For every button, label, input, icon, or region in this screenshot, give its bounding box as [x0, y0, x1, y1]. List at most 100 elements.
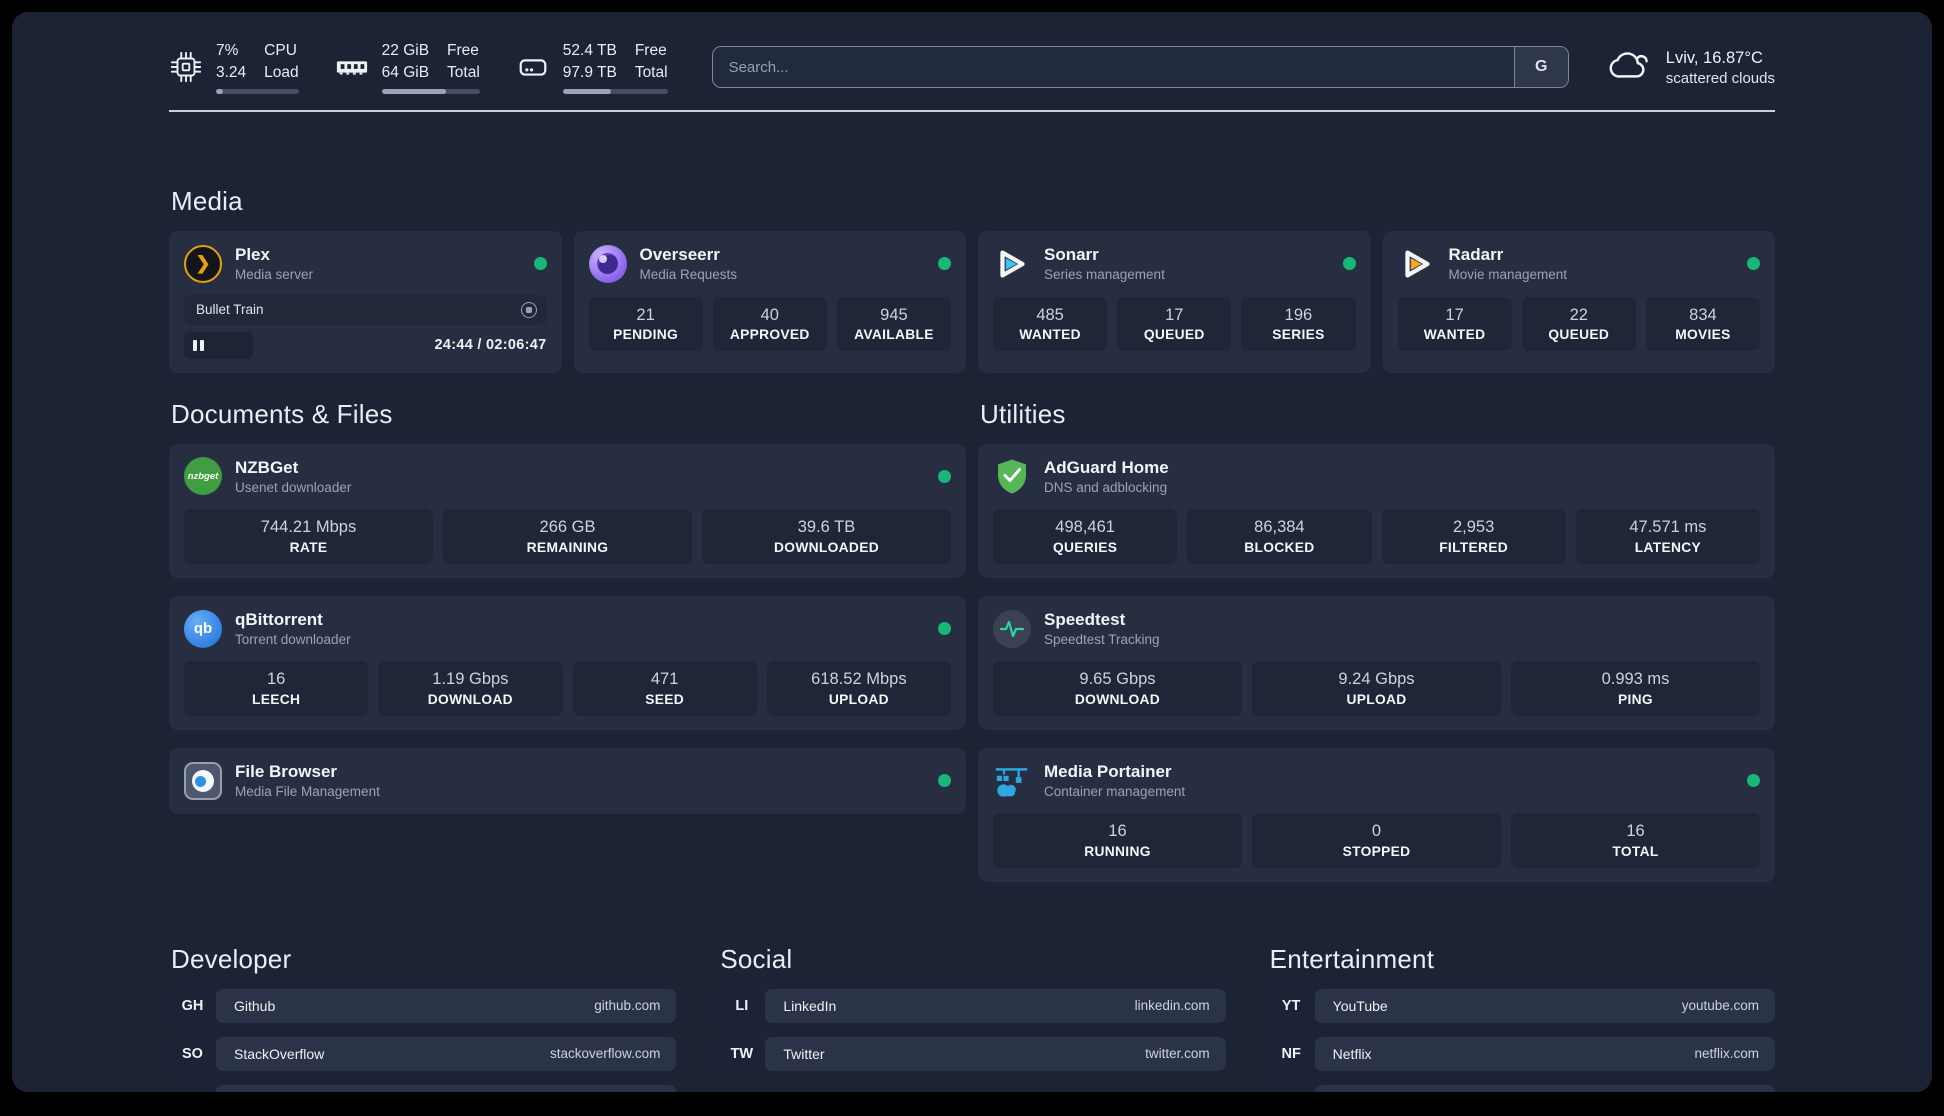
status-dot	[1747, 257, 1760, 271]
filebrowser-icon	[184, 761, 222, 800]
status-dot	[1747, 774, 1760, 788]
dashboard-window: 7% 3.24 CPU Load	[12, 12, 1932, 1092]
search-input[interactable]	[712, 47, 1514, 87]
stat-box: 1.19 Gbps DOWNLOAD	[378, 661, 563, 716]
stat-box: 471 SEED	[572, 661, 757, 716]
bookmark-name: Netflix	[1332, 1045, 1372, 1062]
bookmark-abbr: NF	[1281, 1045, 1301, 1062]
playback-time: 24:44 / 02:06:47	[434, 337, 547, 354]
weather-condition: scattered clouds	[1665, 69, 1775, 87]
app-description: Usenet downloader	[235, 479, 352, 495]
cpu-widget: 7% 3.24 CPU Load	[169, 40, 299, 94]
ram-icon	[335, 50, 369, 84]
app-name: Media Portainer	[1044, 761, 1172, 781]
stat-box: 16 LEECH	[184, 661, 369, 716]
app-name: NZBGet	[235, 457, 299, 477]
bookmark-url: twitter.com	[1145, 1046, 1210, 1062]
app-description: Speedtest Tracking	[1044, 631, 1160, 647]
stat-box: 40 APPROVED	[712, 296, 827, 352]
section-entertainment: Entertainment YT YouTube youtube.com NF N…	[1267, 944, 1775, 1092]
now-playing-title: Bullet Train	[196, 302, 264, 318]
cloud-icon	[1607, 46, 1653, 89]
bookmark-twitter[interactable]: TW Twitter twitter.com	[718, 1036, 1226, 1071]
stat-box: 17 WANTED	[1397, 296, 1512, 352]
bookmark-netflix[interactable]: NF Netflix netflix.com	[1267, 1036, 1775, 1071]
section-title-utilities: Utilities	[980, 398, 1066, 429]
bookmark-dev[interactable]: DT DEVdev.to	[169, 1084, 677, 1092]
stat-box: 47.571 ms LATENCY	[1575, 509, 1760, 564]
section-social: Social LI LinkedIn linkedin.com TW Twitte…	[718, 943, 1226, 1092]
stat-box: 9.65 Gbps DOWNLOAD	[993, 661, 1242, 716]
stat-box: 498,461 QUERIES	[993, 509, 1178, 564]
stat-box: 196 SERIES	[1241, 296, 1356, 352]
app-card-filebrowser[interactable]: File Browser Media File Management	[169, 747, 966, 815]
status-dot	[533, 257, 547, 271]
app-card-speedtest[interactable]: Speedtest Speedtest Tracking 9.65 Gbps DO…	[978, 595, 1775, 730]
bookmark-reddit[interactable]: RE Redditreddit.com	[1267, 1084, 1775, 1092]
speedtest-icon	[993, 609, 1031, 648]
stat-box: 2,953 FILTERED	[1381, 509, 1566, 564]
plex-icon	[184, 244, 222, 283]
ram-labels: Free Total	[447, 42, 480, 81]
disk-values: 52.4 TB 97.9 TB	[562, 42, 617, 81]
section-title-developer: Developer	[171, 943, 292, 974]
stat-box: 618.52 Mbps UPLOAD	[766, 661, 951, 716]
bookmark-abbr: TW	[730, 1045, 754, 1062]
stat-box: 17 QUEUED	[1117, 296, 1232, 352]
stat-box: 744.21 Mbps RATE	[184, 509, 433, 564]
disk-widget: 52.4 TB 97.9 TB Free Total	[516, 40, 668, 94]
section-documents: Documents & Files nzbget NZBGet Usenet d…	[169, 399, 966, 882]
app-card-adguard[interactable]: AdGuard Home DNS and adblocking 498,461 Q…	[978, 443, 1775, 578]
status-dot	[938, 774, 951, 788]
bookmark-abbr: YT	[1281, 997, 1301, 1014]
app-card-overseerr[interactable]: Overseerr Media Requests 21 PENDING 40 APP…	[573, 231, 966, 373]
stat-box: 86,384 BLOCKED	[1187, 509, 1372, 564]
app-card-sonarr[interactable]: Sonarr Series management 485 WANTED 17 QUE…	[978, 231, 1371, 373]
app-name: Overseerr	[639, 245, 720, 264]
disk-labels: Free Total	[634, 42, 668, 81]
pause-icon[interactable]	[193, 339, 204, 351]
section-utilities: Utilities AdGuard Home DNS and adblockin…	[978, 399, 1775, 882]
bookmark-abbr: DT	[169, 1085, 216, 1092]
overseerr-icon	[588, 244, 627, 283]
stat-box: 39.6 TB DOWNLOADED	[702, 509, 951, 564]
app-card-portainer[interactable]: Media Portainer Container management 16 R…	[978, 747, 1775, 882]
bookmark-linkedin[interactable]: LI LinkedIn linkedin.com	[718, 988, 1226, 1023]
app-description: Torrent downloader	[235, 631, 351, 647]
top-bar: 7% 3.24 CPU Load	[169, 38, 1775, 96]
stop-circle-icon[interactable]	[520, 301, 537, 318]
bookmark-name: LinkedIn	[783, 997, 837, 1014]
disk-progress-bar	[562, 88, 668, 94]
app-card-radarr[interactable]: Radarr Movie management 17 WANTED 22 QUEUE…	[1382, 231, 1775, 373]
status-dot	[938, 469, 951, 483]
app-name: Plex	[235, 245, 270, 264]
status-dot	[938, 257, 951, 271]
stat-box: 0.993 ms PING	[1511, 661, 1760, 716]
bookmark-youtube[interactable]: YT YouTube youtube.com	[1267, 988, 1775, 1023]
cpu-labels: CPU Load	[264, 42, 299, 81]
stat-box: 22 QUEUED	[1521, 296, 1636, 352]
cpu-progress-bar	[216, 88, 299, 94]
section-media: Media Plex Media server Bullet Train	[169, 186, 1775, 373]
app-card-nzbget[interactable]: nzbget NZBGet Usenet downloader 744.21 M…	[169, 443, 966, 578]
app-description: Media Requests	[639, 267, 738, 283]
cpu-values: 7% 3.24	[216, 42, 247, 81]
app-card-plex[interactable]: Plex Media server Bullet Train 24:44 / 0…	[169, 231, 562, 373]
app-name: File Browser	[235, 761, 338, 781]
search-bar: G	[711, 46, 1569, 88]
app-description: DNS and adblocking	[1044, 479, 1168, 495]
stat-box: 9.24 Gbps UPLOAD	[1252, 661, 1501, 716]
app-card-qbittorrent[interactable]: qb qBittorrent Torrent downloader 16 LEEC…	[169, 595, 966, 730]
bookmark-abbr: LI	[735, 997, 749, 1014]
ram-progress-bar	[381, 88, 480, 94]
playback-progress[interactable]: 24:44 / 02:06:47	[184, 331, 547, 359]
bookmark-github[interactable]: GH Github github.com	[169, 988, 677, 1023]
bookmark-abbr: GH	[181, 997, 204, 1014]
now-playing-box: Bullet Train	[184, 294, 547, 325]
bookmark-stackoverflow[interactable]: SO StackOverflow stackoverflow.com	[169, 1036, 677, 1071]
weather-location-temp: Lviv, 16.87°C	[1665, 49, 1763, 68]
section-title-social: Social	[720, 943, 793, 974]
search-engine-button[interactable]: G	[1513, 47, 1568, 87]
bookmark-url: stackoverflow.com	[550, 1046, 661, 1062]
bookmark-url: youtube.com	[1681, 998, 1759, 1014]
